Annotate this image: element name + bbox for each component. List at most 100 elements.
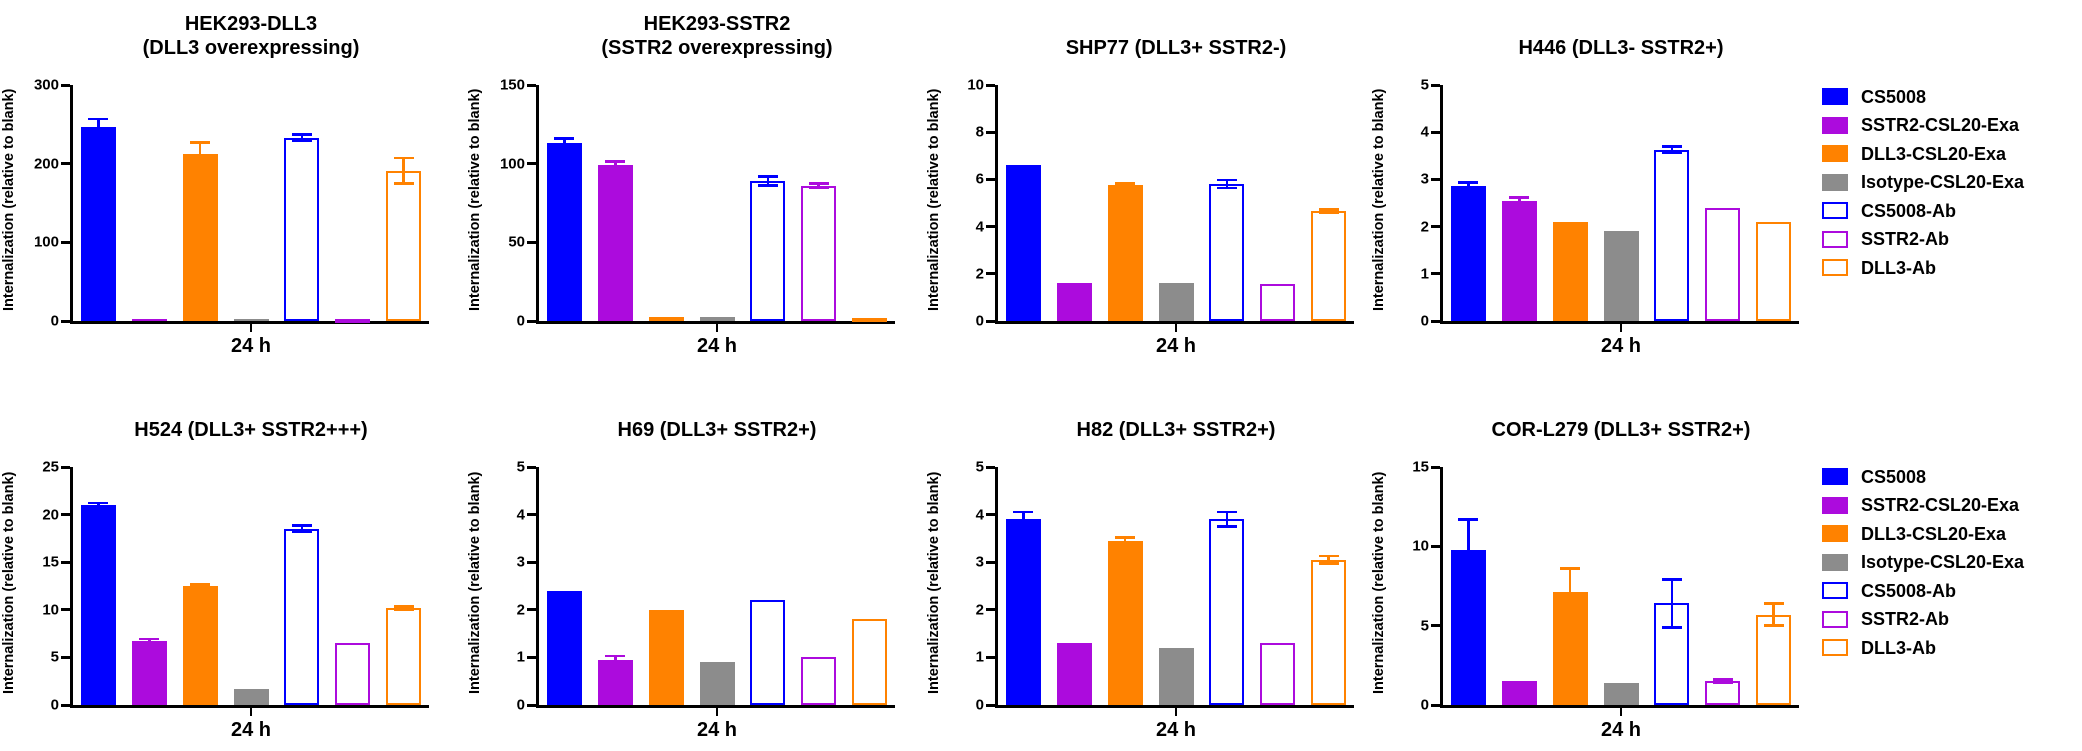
error-bar: [1518, 197, 1521, 204]
legend-item: DLL3-Ab: [1822, 637, 2024, 658]
y-tick-label: 20: [42, 506, 59, 524]
x-axis-label: 24 h: [1155, 719, 1197, 741]
error-bar-cap: [605, 654, 626, 658]
y-tick-label: 150: [499, 76, 525, 94]
bar-dll3-csl20-exa: [1107, 540, 1143, 705]
bar-dll3-csl20-exa: [1552, 221, 1588, 321]
error-bar-cap: [1560, 614, 1581, 618]
bar-cs5008-ab: [284, 137, 320, 321]
error-bar-cap: [88, 133, 109, 136]
error-bar-cap: [757, 184, 778, 187]
chart-title-line1: H82 (DLL3+ SSTR2+): [1076, 419, 1276, 441]
legend-swatch-cs5008-ab: [1822, 202, 1848, 219]
error-bar-cap: [291, 530, 312, 534]
error-bar: [198, 142, 202, 167]
legend-item: CS5008-Ab: [1822, 202, 2024, 220]
error-bar-cap: [1115, 536, 1136, 539]
legend-swatch-cs5008: [1822, 468, 1848, 485]
error-bar: [198, 584, 202, 588]
y-tick: [1431, 624, 1440, 628]
bar-dll3-csl20-exa: [1107, 185, 1143, 321]
y-tick: [527, 240, 536, 244]
bar-isotype-csl20-exa: [1158, 283, 1194, 321]
error-bar: [1225, 180, 1229, 189]
legend-swatch-isotype-csl20-exa: [1822, 553, 1848, 571]
legend-swatch-sstr2-ab: [1822, 610, 1848, 628]
error-bar-cap: [808, 182, 829, 185]
y-tick: [527, 319, 536, 323]
y-tick: [61, 703, 70, 707]
bar-dll3-csl20-exa: [648, 317, 684, 321]
y-tick: [986, 272, 995, 276]
bar-cs5008: [546, 143, 582, 321]
bar-cs5008: [80, 505, 116, 705]
legend-label: CS5008: [1861, 86, 1927, 107]
bar-dll3-ab: [852, 317, 888, 322]
error-bar-cap: [1712, 681, 1733, 685]
legend-swatch-cs5008-ab: [1822, 582, 1848, 599]
y-tick: [527, 513, 536, 517]
error-bar-cap: [1661, 626, 1682, 629]
y-tick: [527, 465, 536, 469]
error-bar-cap: [1458, 181, 1479, 184]
y-axis: [70, 85, 73, 324]
y-tick: [61, 608, 70, 612]
y-tick-label: 3: [1420, 170, 1429, 188]
y-tick-label: 100: [33, 233, 59, 251]
error-bar-cap: [1115, 182, 1136, 185]
bar-sstr2-ab: [1260, 643, 1296, 705]
error-bar-cap: [1216, 186, 1237, 190]
y-tick: [1431, 225, 1440, 229]
legend-item: SSTR2-CSL20-Exa: [1822, 496, 2024, 514]
legend-item: CS5008: [1822, 468, 2024, 486]
y-axis: [536, 85, 539, 324]
x-axis: [536, 705, 895, 708]
y-axis: [536, 467, 539, 708]
bar-sstr2-ab: [801, 185, 837, 321]
error-bar: [1568, 568, 1572, 617]
bar-sstr2-ab: [1705, 207, 1741, 321]
error-bar-cap: [1216, 178, 1237, 182]
error-bar: [563, 138, 566, 148]
error-bar-cap: [1509, 202, 1530, 206]
error-bar-cap: [139, 642, 160, 645]
x-axis-label: 24 h: [1155, 335, 1197, 357]
legend-label: SSTR2-Ab: [1861, 229, 1950, 249]
chart-title: SHP77 (DLL3+ SSTR2-): [928, 36, 1424, 60]
bar-cs5008: [80, 126, 116, 321]
y-tick-label: 8: [975, 123, 984, 141]
bar-isotype-csl20-exa: [233, 688, 269, 705]
y-tick-label: 0: [516, 312, 525, 330]
chart-title-line1: H524 (DLL3+ SSTR2+++): [134, 419, 368, 441]
legend-item: DLL3-Ab: [1822, 259, 2024, 277]
legend-swatch-dll3-ab: [1822, 259, 1848, 276]
x-axis-label: 24 h: [696, 335, 738, 357]
error-bar-cap: [190, 164, 211, 168]
bar-cs5008-ab: [284, 528, 320, 705]
error-bar: [614, 655, 617, 664]
legend-label: DLL3-Ab: [1861, 637, 1936, 658]
x-tick: [249, 708, 253, 716]
x-axis-label: 24 h: [1600, 335, 1642, 357]
bar-isotype-csl20-exa: [1603, 682, 1639, 705]
error-bar-cap: [190, 141, 211, 144]
bar-dll3-ab: [852, 619, 888, 705]
error-bar-cap: [1013, 510, 1034, 514]
bar-dll3-csl20-exa: [182, 154, 218, 321]
y-tick: [1431, 177, 1440, 181]
bar-dll3-ab: [386, 170, 422, 321]
error-bar-cap: [1763, 602, 1784, 605]
y-axis: [1440, 467, 1443, 708]
bar-cs5008: [1005, 519, 1041, 705]
y-axis: [995, 85, 998, 324]
y-tick-label: 4: [975, 506, 984, 524]
y-tick-label: 0: [1420, 696, 1429, 714]
error-bar-cap: [605, 662, 626, 665]
error-bar-cap: [393, 608, 414, 611]
error-bar-cap: [393, 156, 414, 160]
y-axis-label: Internalization (relative to blank): [1, 471, 17, 695]
y-tick-label: 0: [975, 312, 984, 330]
bar-dll3-ab: [386, 607, 422, 705]
error-bar-cap: [393, 182, 414, 185]
error-bar-cap: [1318, 208, 1339, 211]
